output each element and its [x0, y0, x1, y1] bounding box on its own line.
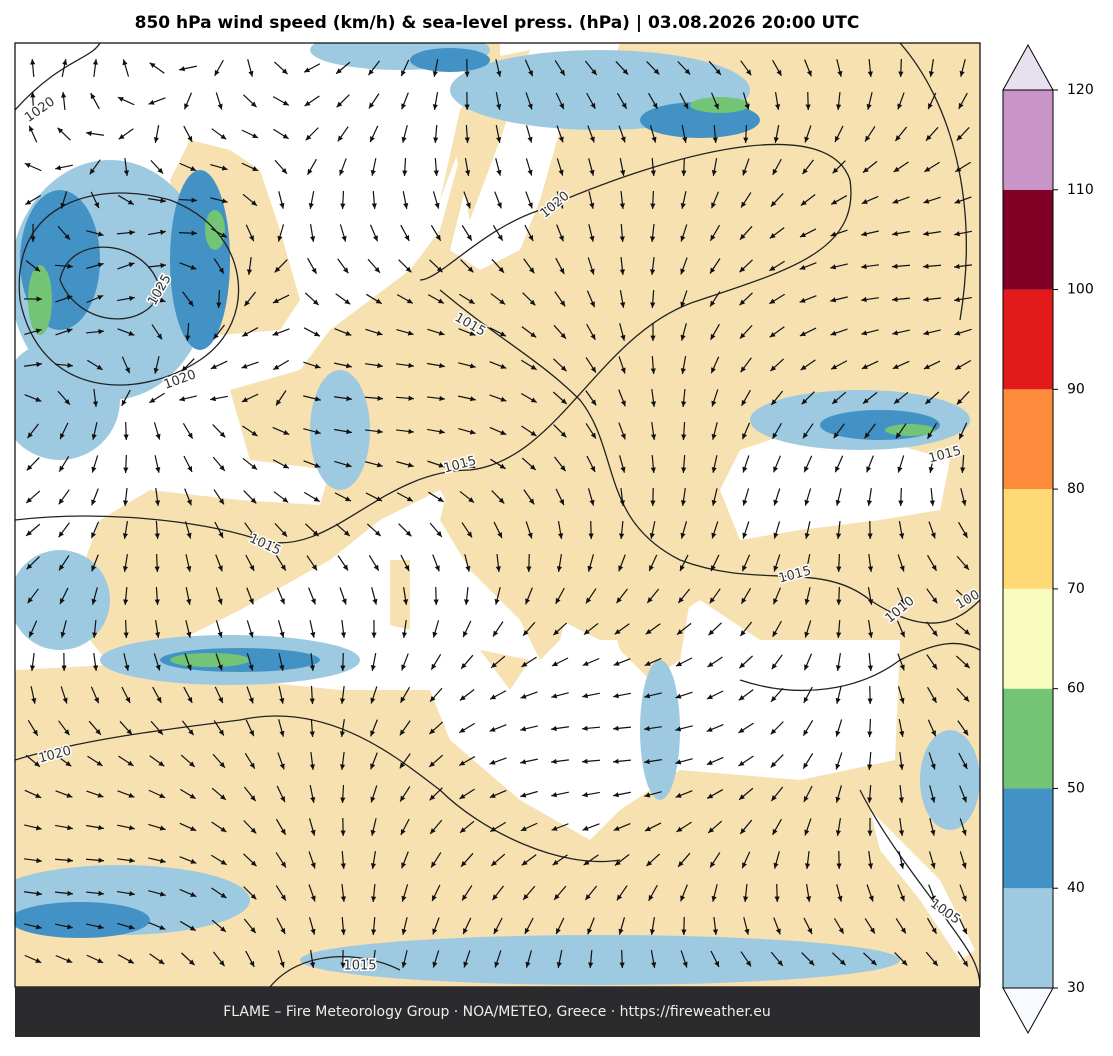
colorbar-band [1003, 788, 1053, 888]
colorbar-tick-label: 100 [1067, 282, 1094, 298]
colorbar-band [1003, 489, 1053, 589]
colorbar-band [1003, 589, 1053, 689]
map: 1020102510201015102010151015101510151010… [0, 30, 983, 987]
colorbar-band [1003, 190, 1053, 290]
colorbar-tick-label: 90 [1067, 381, 1085, 397]
colorbar-tick-label: 50 [1067, 780, 1085, 796]
colorbar-over [1003, 45, 1053, 90]
footer-credit: FLAME – Fire Meteorology Group · NOA/MET… [223, 1004, 771, 1020]
colorbar-tick-label: 60 [1067, 681, 1085, 697]
colorbar-tick-label: 70 [1067, 581, 1085, 597]
colorbar-band [1003, 290, 1053, 390]
colorbar: 30 40 50 60 70 80 90 100 110 120 [1003, 45, 1094, 1033]
isobar-label: 1015 [343, 959, 376, 974]
colorbar-tick-label: 30 [1067, 980, 1085, 996]
colorbar-tick-label: 110 [1067, 182, 1094, 198]
colorbar-tick-label: 40 [1067, 880, 1085, 896]
colorbar-tick-label: 120 [1067, 82, 1094, 98]
colorbar-band [1003, 689, 1053, 789]
colorbar-band [1003, 389, 1053, 489]
colorbar-band [1003, 888, 1053, 988]
colorbar-band [1003, 90, 1053, 190]
colorbar-under [1003, 988, 1053, 1033]
colorbar-tick-label: 80 [1067, 481, 1085, 497]
map-title: 850 hPa wind speed (km/h) & sea-level pr… [135, 13, 860, 33]
